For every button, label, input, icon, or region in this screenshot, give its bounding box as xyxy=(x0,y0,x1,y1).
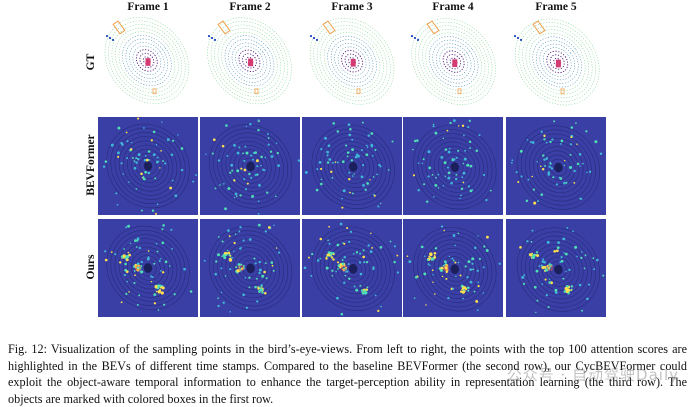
panel-gt-frame-2 xyxy=(200,14,300,110)
object-box xyxy=(135,265,141,271)
ego-region xyxy=(349,161,358,172)
ego-region xyxy=(246,161,255,172)
object-box xyxy=(532,20,546,35)
panel-ours-frame-4 xyxy=(403,219,503,317)
panel-ours-frame-1 xyxy=(98,219,198,317)
sampling-points xyxy=(304,121,394,209)
panel-bevformer-frame-4 xyxy=(403,117,503,215)
bev-rings xyxy=(106,123,190,209)
panel-bevformer-frame-5 xyxy=(506,117,606,215)
object-box xyxy=(517,37,519,39)
ego-region xyxy=(450,264,459,275)
ego-vehicle xyxy=(350,58,356,67)
panel-bevformer-frame-2 xyxy=(200,117,300,215)
object-box xyxy=(356,88,361,95)
ego-region xyxy=(349,263,358,274)
object-box xyxy=(152,88,157,95)
object-box xyxy=(310,35,312,38)
column-header-frame-1: Frame 1 xyxy=(127,1,169,13)
sampling-points xyxy=(406,225,501,312)
object-box xyxy=(106,35,108,38)
ego-region xyxy=(144,161,152,171)
figure-caption: Fig. 12: Visualization of the sampling p… xyxy=(8,342,687,406)
ego-vehicle xyxy=(145,58,151,66)
object-box xyxy=(313,37,315,39)
object-box xyxy=(316,38,318,41)
object-box xyxy=(520,38,522,41)
sampling-points xyxy=(205,119,300,215)
lidar-rings xyxy=(207,17,292,105)
column-header-frame-3: Frame 3 xyxy=(331,1,373,13)
column-header-frame-2: Frame 2 xyxy=(229,1,271,13)
ego-region xyxy=(246,263,255,274)
ego-region xyxy=(554,264,563,275)
object-box xyxy=(414,37,416,39)
object-box xyxy=(214,38,216,41)
ego-vehicle xyxy=(452,59,458,67)
ego-region xyxy=(450,162,459,173)
object-box xyxy=(426,20,440,35)
column-header-frame-5: Frame 5 xyxy=(535,1,577,13)
sampling-points xyxy=(412,119,492,203)
object-box xyxy=(560,88,565,95)
sampling-points xyxy=(203,223,281,313)
panel-bevformer-frame-1 xyxy=(98,117,198,215)
column-header-frame-4: Frame 4 xyxy=(432,1,474,13)
object-box xyxy=(238,265,244,271)
object-box xyxy=(443,265,449,271)
watermark: 公众号 · 自动驾驶Daily xyxy=(506,366,679,384)
object-box xyxy=(457,88,462,95)
panel-ours-frame-5 xyxy=(506,219,606,317)
sampling-points xyxy=(510,120,603,205)
object-box xyxy=(547,265,553,271)
panel-gt-frame-1 xyxy=(98,14,198,110)
object-box xyxy=(322,20,336,35)
panel-bevformer-frame-3 xyxy=(302,117,402,215)
object-box xyxy=(109,37,111,39)
object-box xyxy=(217,20,231,35)
object-box xyxy=(211,37,213,39)
panel-gt-frame-5 xyxy=(506,14,606,110)
panel-gt-frame-3 xyxy=(302,14,402,110)
bev-rings xyxy=(311,226,395,311)
ego-vehicle xyxy=(248,58,254,67)
bev-rings xyxy=(413,226,497,312)
panel-gt-frame-4 xyxy=(403,14,503,110)
object-box xyxy=(411,35,413,38)
object-box xyxy=(112,20,126,35)
bev-rings xyxy=(516,227,601,312)
ego-region xyxy=(554,162,563,173)
sampling-points xyxy=(519,227,605,314)
bev-rings xyxy=(208,226,293,311)
panel-ours-frame-3 xyxy=(302,219,402,317)
ego-vehicle xyxy=(555,59,561,68)
lidar-rings xyxy=(515,18,600,106)
ego-region xyxy=(144,263,152,273)
bev-rings xyxy=(413,124,497,210)
figure: Frame 1 Frame 2 Frame 3 Frame 4 Frame 5 … xyxy=(85,1,606,317)
sampling-points xyxy=(303,222,400,316)
object-box xyxy=(341,265,347,271)
panel-ours-frame-2 xyxy=(200,219,300,317)
sampling-points xyxy=(102,117,198,215)
object-box xyxy=(254,88,259,95)
object-box xyxy=(417,38,419,41)
object-box xyxy=(208,35,210,38)
lidar-rings xyxy=(309,17,395,105)
object-box xyxy=(112,38,114,41)
sampling-points xyxy=(104,224,193,311)
object-box xyxy=(514,35,516,38)
